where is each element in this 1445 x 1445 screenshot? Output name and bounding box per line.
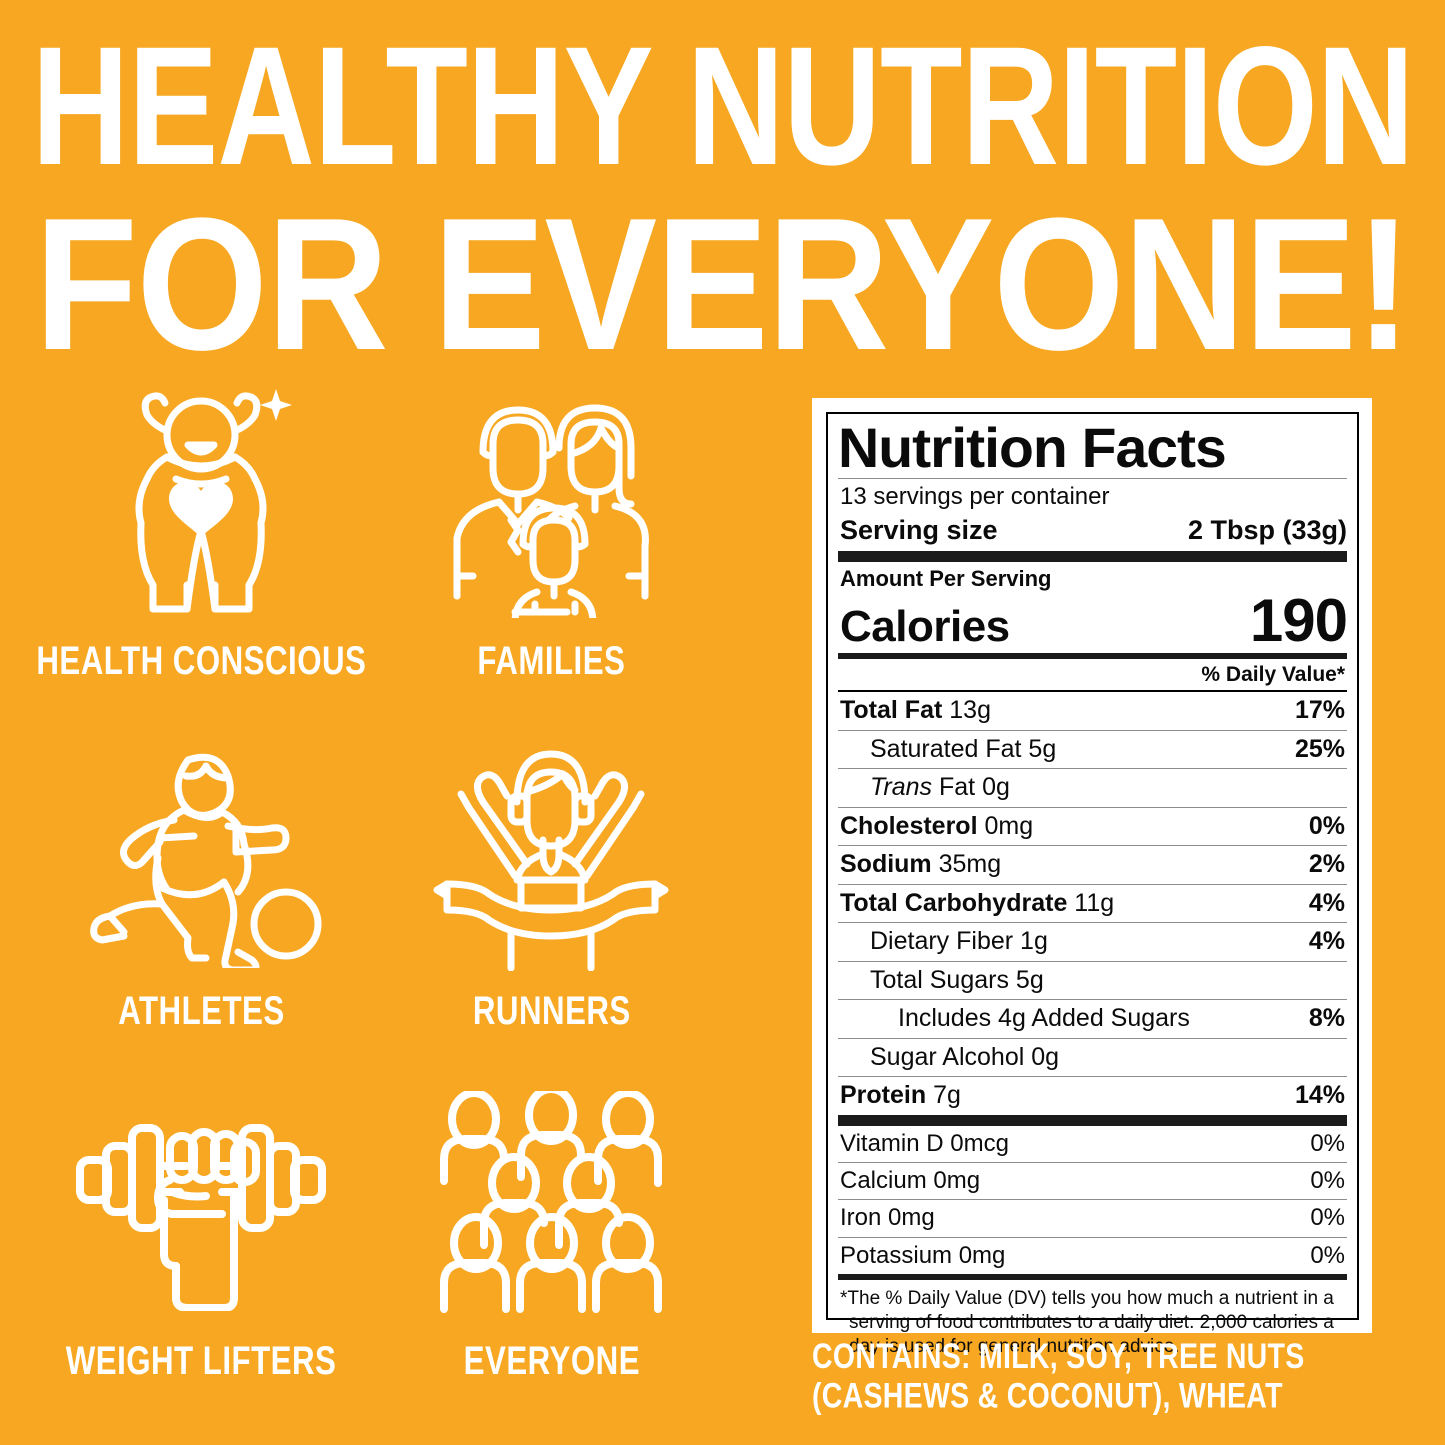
nutrient-name: Sugar Alcohol 0g: [870, 1042, 1060, 1071]
nutrient-row: Protein 7g 14%: [838, 1077, 1347, 1115]
micronutrient-daily-value: 0%: [1310, 1241, 1345, 1269]
micronutrient-row: Potassium 0mg 0%: [838, 1238, 1347, 1274]
nutrient-daily-value: 25%: [1294, 734, 1345, 763]
nutrient-name: Dietary Fiber 1g: [870, 927, 1048, 956]
nutrient-daily-value: 14%: [1294, 1081, 1345, 1110]
nutrient-name: Trans Fat 0g: [870, 773, 1010, 802]
headline-line-2: FOR EVERYONE!: [34, 177, 1412, 390]
nutrient-row: Saturated Fat 5g 25%: [838, 731, 1347, 770]
nutrient-row: Trans Fat 0g: [838, 769, 1347, 808]
nutrition-facts-panel: Nutrition Facts 13 servings per containe…: [812, 398, 1372, 1357]
nutrient-row: Total Sugars 5g: [838, 962, 1347, 1001]
audience-item-families: FAMILIES: [381, 378, 722, 728]
nutrient-name: Sodium 35mg: [840, 850, 1002, 879]
allergen-statement: CONTAINS: MILK, SOY, TREE NUTS (CASHEWS …: [812, 1338, 1305, 1416]
audience-label: FAMILIES: [477, 638, 626, 684]
audience-item-runners: RUNNERS: [381, 728, 722, 1078]
flexing-person-with-heart-icon: [96, 378, 306, 628]
nutrient-daily-value: 0%: [1308, 811, 1345, 840]
crowd-of-people-icon: [434, 1078, 669, 1328]
nutrient-row: Sodium 35mg 2%: [838, 846, 1347, 885]
audience-label: RUNNERS: [472, 988, 631, 1034]
divider-before-footnote: [838, 1273, 1347, 1280]
audience-item-athletes: ATHLETES: [22, 728, 381, 1078]
micronutrient-name: Potassium 0mg: [840, 1241, 1006, 1269]
divider-before-micros: [838, 1114, 1347, 1126]
nutrient-rows: Total Fat 13g 17% Saturated Fat 5g 25% Trans…: [838, 692, 1347, 1115]
micronutrient-row: Iron 0mg 0%: [838, 1200, 1347, 1238]
nutrient-name: Total Fat 13g: [840, 696, 991, 725]
nutrient-row: Cholesterol 0mg 0%: [838, 808, 1347, 847]
divider-title: [838, 478, 1347, 480]
nutrient-name: Protein 7g: [840, 1081, 961, 1110]
calories-row: Calories 190: [838, 587, 1348, 655]
micronutrient-rows: Vitamin D 0mcg 0% Calcium 0mg 0% Iron 0mg 0% P…: [838, 1126, 1347, 1274]
audience-item-weight-lifters: WEIGHT LIFTERS: [22, 1078, 381, 1428]
micronutrient-daily-value: 0%: [1310, 1204, 1345, 1232]
divider-calories: [838, 653, 1347, 660]
calories-label: Calories: [840, 602, 1010, 652]
nutrient-daily-value: 17%: [1294, 696, 1345, 725]
micronutrient-daily-value: 0%: [1310, 1166, 1345, 1194]
micronutrient-row: Vitamin D 0mcg 0%: [838, 1126, 1347, 1163]
divider-serving-block: [838, 551, 1347, 563]
serving-size-value: 2 Tbsp (33g): [1187, 515, 1347, 546]
headline-line-1: HEALTHY NUTRITION: [31, 10, 1415, 201]
soccer-player-icon: [76, 728, 326, 978]
hand-holding-dumbbell-icon: [66, 1078, 336, 1328]
runner-finish-line-icon: [431, 728, 671, 978]
nutrient-daily-value: 2%: [1308, 850, 1345, 879]
micronutrient-name: Iron 0mg: [840, 1204, 935, 1232]
serving-size-label: Serving size: [840, 515, 998, 546]
micronutrient-name: Calcium 0mg: [840, 1166, 981, 1194]
nutrient-name: Cholesterol 0mg: [840, 811, 1034, 840]
nutrient-row: Total Fat 13g 17%: [838, 692, 1347, 731]
audience-icon-grid: HEALTH CONSCIOUS: [22, 378, 722, 1428]
nutrient-row: Total Carbohydrate 11g 4%: [838, 885, 1347, 924]
family-of-three-icon: [441, 378, 661, 628]
audience-item-everyone: EVERYONE: [381, 1078, 722, 1428]
nutrient-name: Saturated Fat 5g: [870, 734, 1057, 763]
daily-value-footnote: *The % Daily Value (DV) tells you how mu…: [840, 1287, 1334, 1357]
nutrient-row: Dietary Fiber 1g 4%: [838, 923, 1347, 962]
headline-block: HEALTHY NUTRITION FOR EVERYONE!: [0, 0, 1445, 377]
nutrient-row: Sugar Alcohol 0g: [838, 1039, 1347, 1078]
nutrient-daily-value: 4%: [1308, 888, 1345, 917]
nutrient-name: Includes 4g Added Sugars: [898, 1004, 1190, 1033]
amount-per-serving-label: Amount Per Serving: [840, 566, 1052, 592]
nutrient-name: Total Carbohydrate 11g: [840, 888, 1115, 917]
nutrient-daily-value: 4%: [1308, 927, 1345, 956]
nutrient-daily-value: 8%: [1308, 1004, 1345, 1033]
audience-label: WEIGHT LIFTERS: [66, 1338, 337, 1384]
audience-label: HEALTH CONSCIOUS: [36, 638, 367, 684]
audience-label: EVERYONE: [463, 1338, 640, 1384]
audience-label: ATHLETES: [118, 988, 285, 1034]
daily-value-header: % Daily Value*: [1201, 663, 1345, 687]
micronutrient-row: Calcium 0mg 0%: [838, 1163, 1347, 1201]
nutrient-name: Total Sugars 5g: [870, 965, 1044, 994]
micronutrient-daily-value: 0%: [1310, 1129, 1345, 1157]
servings-per-container: 13 servings per container: [840, 483, 1110, 511]
micronutrient-name: Vitamin D 0mcg: [840, 1129, 1009, 1157]
nutrition-facts-label: Nutrition Facts 13 servings per containe…: [826, 412, 1359, 1357]
nutrition-facts-title: Nutrition Facts: [838, 416, 1227, 479]
divider-dv-header: [838, 690, 1347, 693]
serving-size-row: Serving size 2 Tbsp (33g): [838, 514, 1347, 551]
audience-item-health-conscious: HEALTH CONSCIOUS: [22, 378, 381, 728]
calories-value: 190: [1249, 587, 1348, 655]
nutrient-row: Includes 4g Added Sugars 8%: [838, 1000, 1347, 1039]
